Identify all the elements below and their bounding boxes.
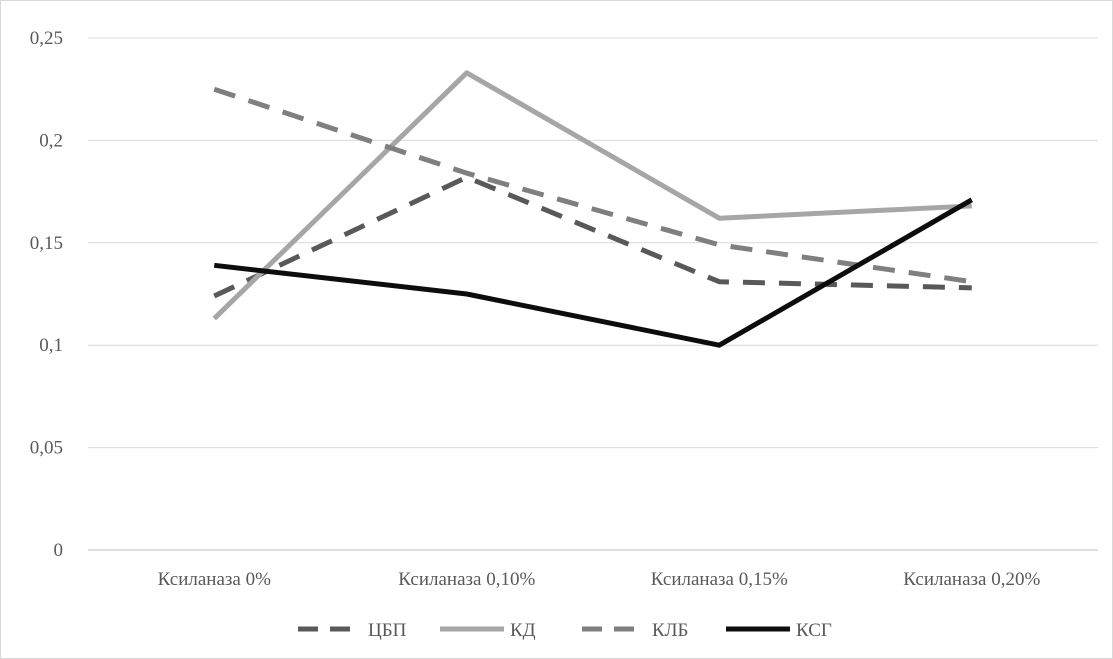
y-tick-label: 0,25 [30, 28, 63, 49]
y-tick-label: 0,1 [39, 335, 63, 356]
legend-label: КД [510, 620, 536, 641]
y-tick-label: 0 [54, 540, 64, 561]
legend: ЦБП КД КЛБ КСГ [298, 620, 832, 641]
x-tick-label: Ксиланаза 0,20% [903, 569, 1040, 590]
y-tick-label: 0,05 [30, 438, 63, 459]
y-axis-ticks: 0 0,05 0,1 0,15 0,2 0,25 [30, 28, 63, 561]
x-tick-label: Ксиланаза 0% [158, 569, 272, 590]
y-tick-label: 0,2 [39, 130, 63, 151]
series-line-2 [213, 86, 973, 285]
legend-label: ЦБП [368, 620, 407, 641]
series-lines [212, 70, 973, 348]
series-line-1 [212, 70, 972, 321]
y-tick-label: 0,15 [30, 233, 63, 254]
x-tick-label: Ксиланаза 0,15% [651, 569, 788, 590]
legend-label: КЛБ [652, 620, 688, 641]
x-tick-label: Ксиланаза 0,10% [398, 569, 535, 590]
series-line-3 [213, 197, 973, 348]
series-line-0 [213, 174, 972, 299]
legend-label: КСГ [796, 620, 832, 641]
grid-lines [88, 37, 1098, 551]
x-axis-ticks: Ксиланаза 0% Ксиланаза 0,10% Ксиланаза 0,1… [158, 569, 1041, 590]
